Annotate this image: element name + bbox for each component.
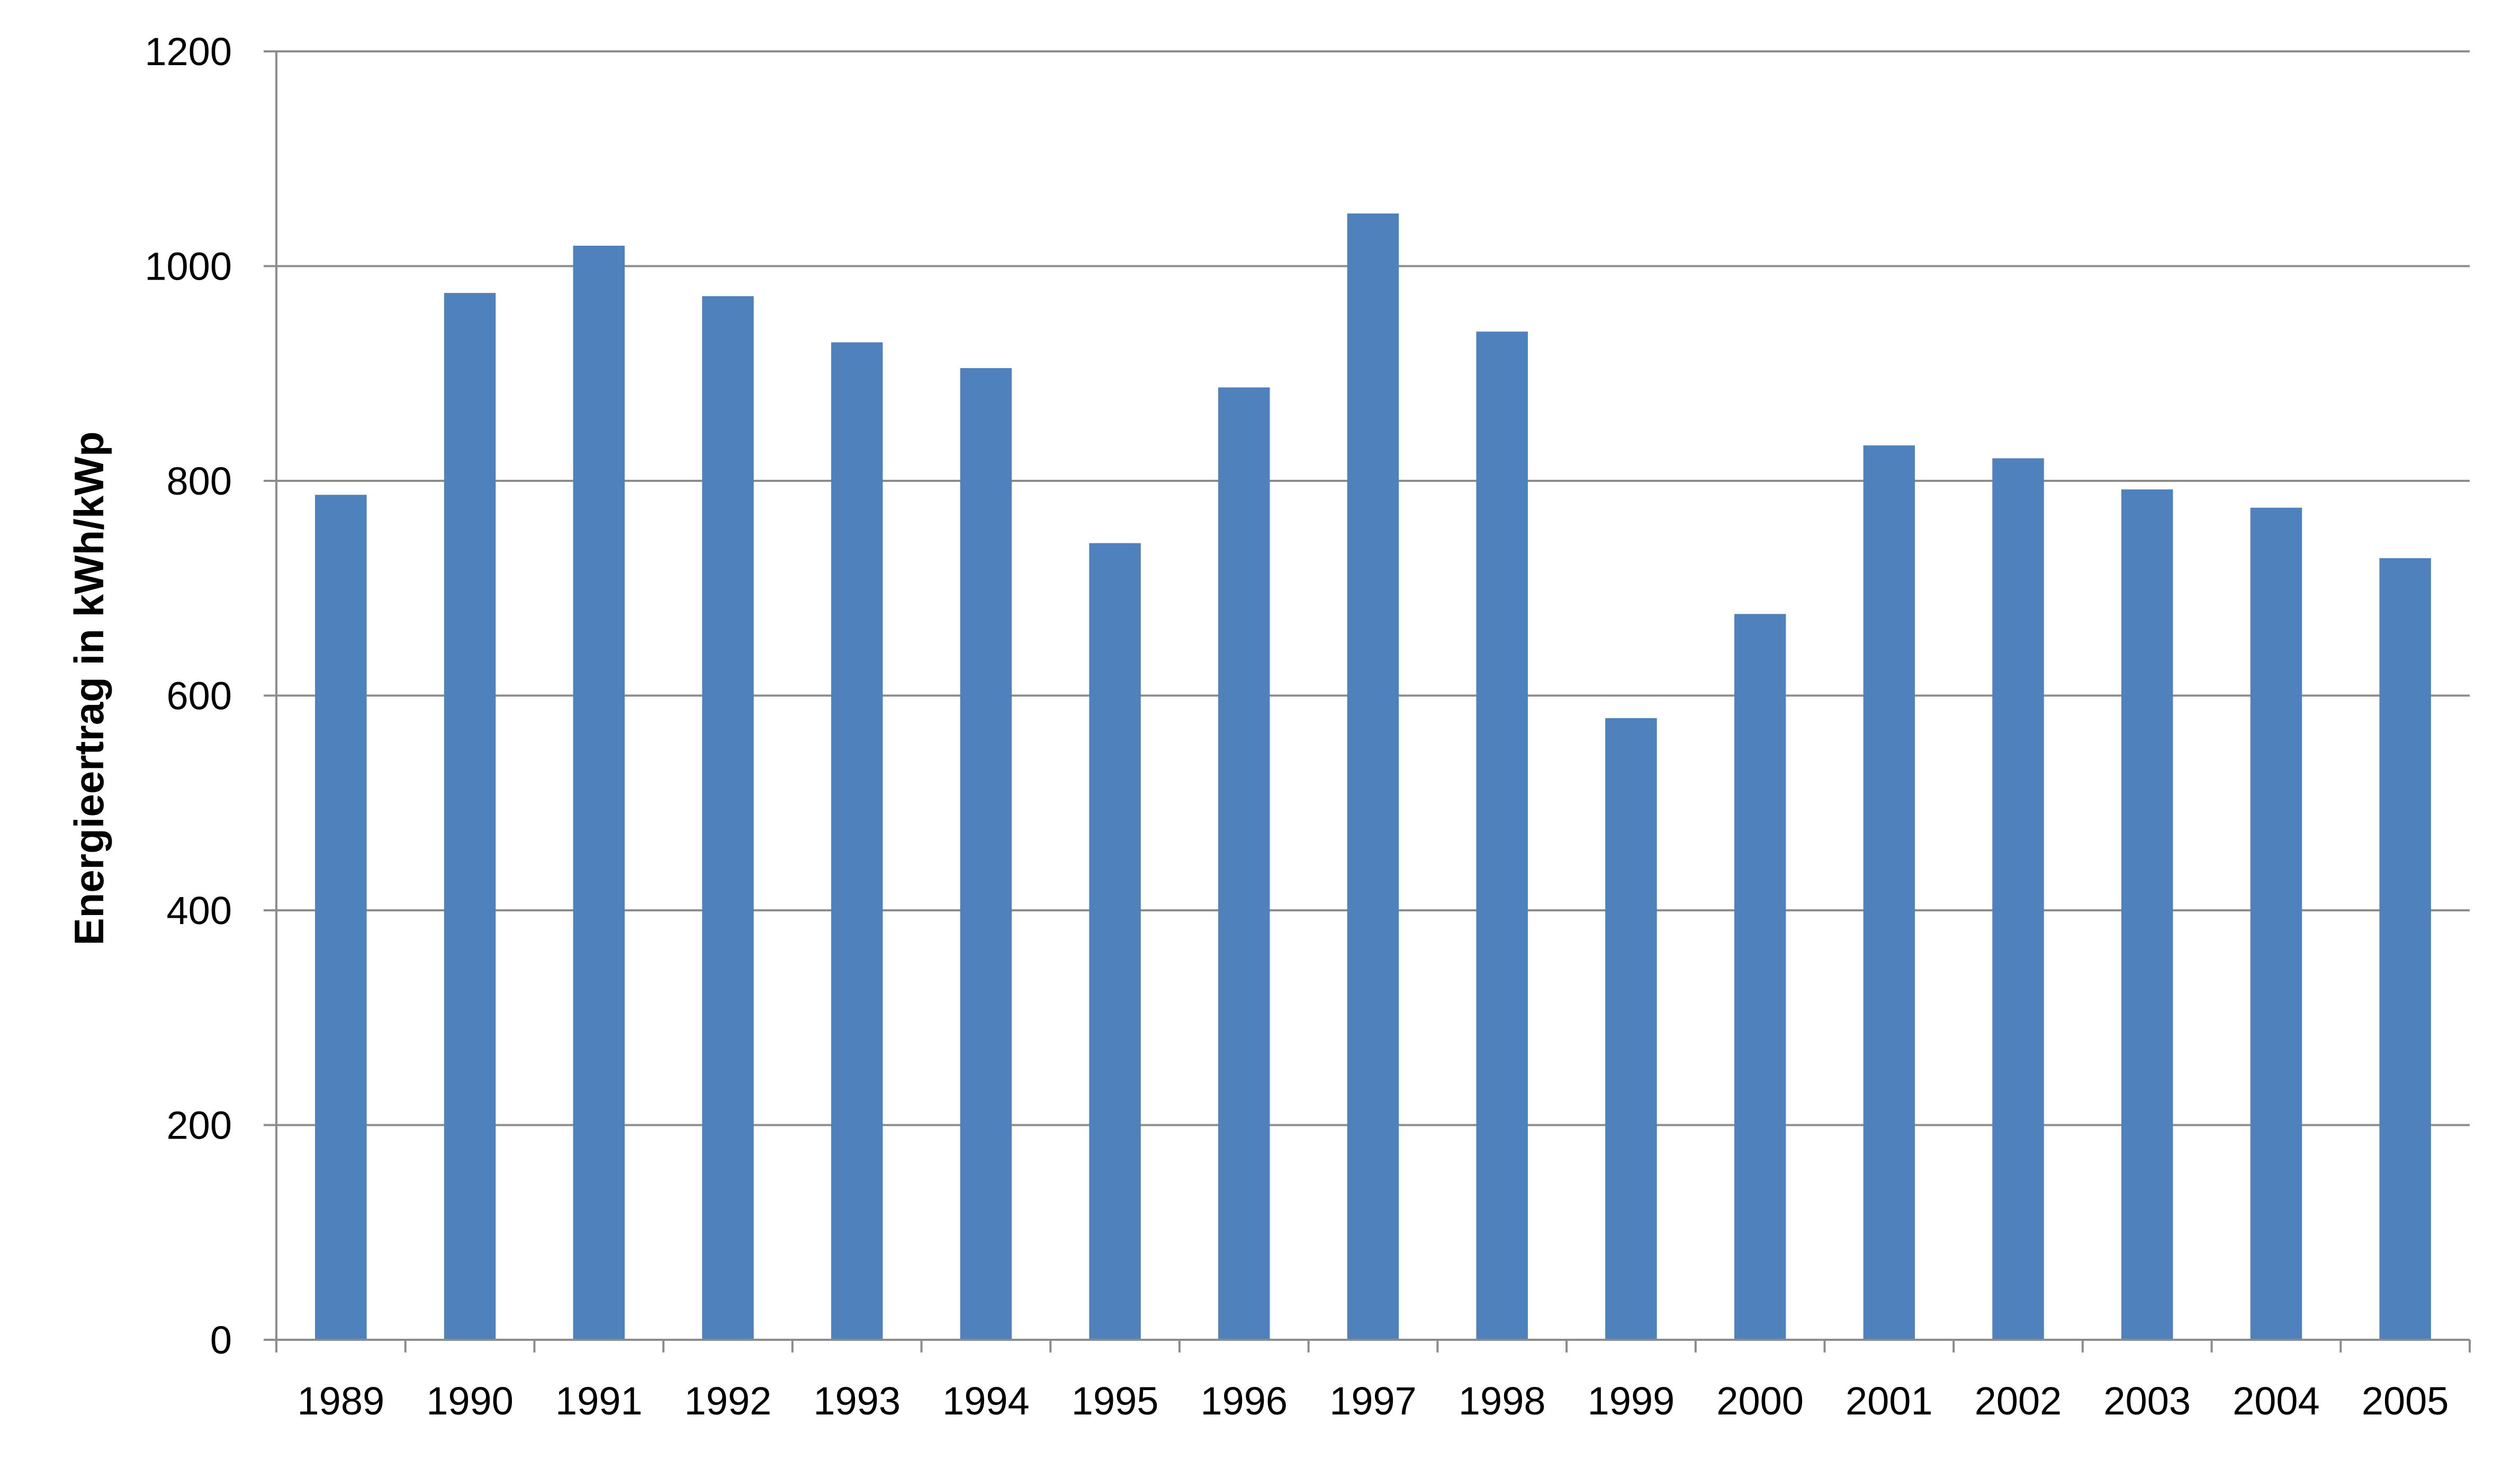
- bar-2001: [1863, 445, 1915, 1340]
- x-tick-label: 1994: [942, 1379, 1030, 1423]
- bars: [315, 213, 2431, 1340]
- bar-1995: [1089, 543, 1141, 1340]
- y-axis-title: Energieertrag in kWh/kWp: [66, 432, 112, 946]
- x-tick-label: 2005: [2362, 1379, 2449, 1423]
- x-tick-label: 1990: [426, 1379, 514, 1423]
- y-tick-label: 600: [167, 674, 232, 718]
- bar-1992: [702, 296, 754, 1340]
- x-tick-label: 1998: [1459, 1379, 1546, 1423]
- bar-2000: [1734, 614, 1786, 1340]
- x-tick-label: 1993: [813, 1379, 901, 1423]
- y-tick-label: 0: [210, 1318, 232, 1362]
- x-tick-label: 2003: [2103, 1379, 2191, 1423]
- bar-2005: [2379, 558, 2431, 1340]
- x-tick-label: 2004: [2233, 1379, 2320, 1423]
- bar-1991: [573, 245, 625, 1340]
- x-tick-label: 1989: [298, 1379, 385, 1423]
- bar-1993: [831, 342, 883, 1340]
- x-tick-label: 1996: [1200, 1379, 1288, 1423]
- bar-2002: [1992, 458, 2044, 1340]
- bar-1989: [315, 495, 367, 1340]
- x-tick-label: 1995: [1072, 1379, 1159, 1423]
- x-tick-label: 2000: [1716, 1379, 1804, 1423]
- y-tick-label: 400: [167, 889, 232, 933]
- tick-labels: 0 200 400 600 800 1000 1200 1989 1990 1991 1992 199…: [145, 30, 2449, 1423]
- bar-2003: [2121, 489, 2173, 1340]
- y-tick-label: 1000: [145, 245, 232, 289]
- x-tick-label: 1992: [685, 1379, 772, 1423]
- bar-1990: [444, 293, 496, 1340]
- y-tick-label: 800: [167, 459, 232, 503]
- x-tick-label: 1999: [1588, 1379, 1675, 1423]
- bar-1998: [1476, 332, 1528, 1340]
- x-tick-label: 2001: [1846, 1379, 1933, 1423]
- bar-1994: [960, 368, 1012, 1340]
- bar-1996: [1218, 387, 1270, 1340]
- bar-1997: [1347, 213, 1399, 1340]
- axes: [264, 50, 2471, 1352]
- x-tick-label: 2002: [1975, 1379, 2062, 1423]
- x-tick-label: 1991: [555, 1379, 643, 1423]
- bar-1999: [1605, 718, 1657, 1340]
- y-tick-label: 200: [167, 1104, 232, 1148]
- x-tick-label: 1997: [1329, 1379, 1417, 1423]
- y-tick-label: 1200: [145, 30, 232, 74]
- bar-2004: [2250, 507, 2302, 1340]
